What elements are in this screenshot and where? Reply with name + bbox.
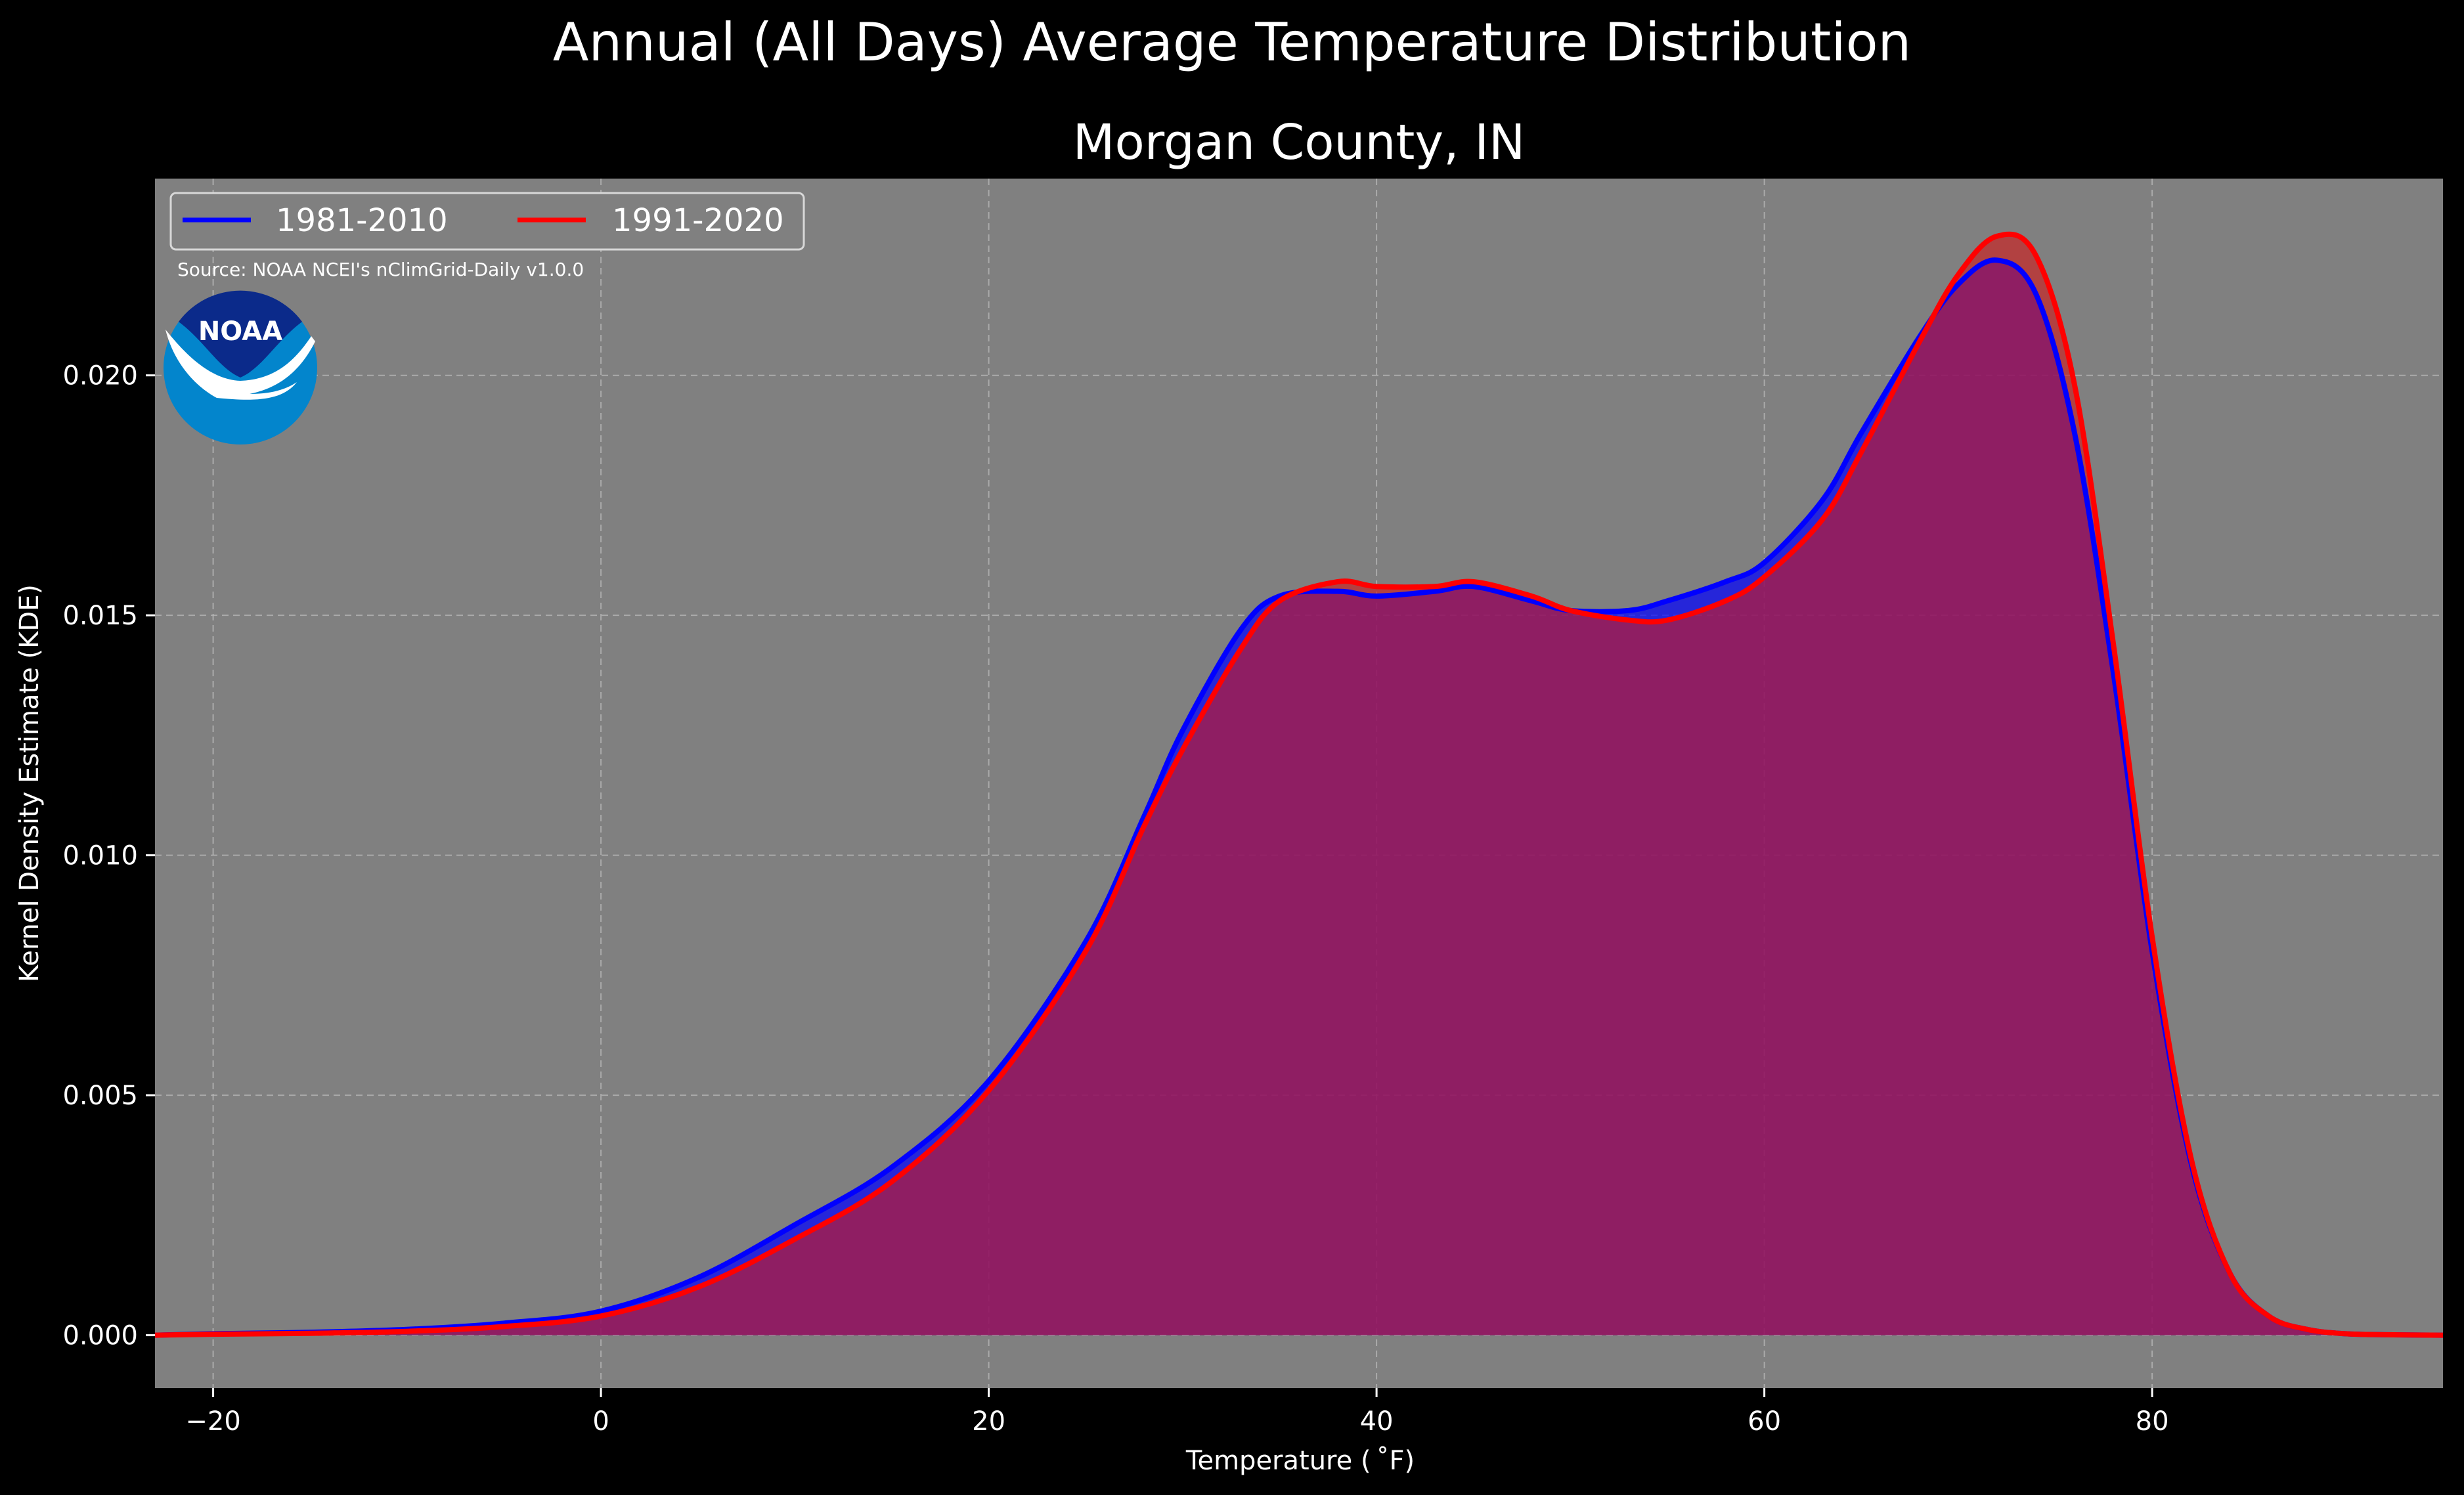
y-tick-label: 0.010 (62, 841, 138, 871)
legend-label-1991-2020: 1991-2020 (612, 202, 784, 239)
x-axis-label: Temperature ( ˚F) (1185, 1446, 1415, 1476)
chart-subtitle: Morgan County, IN (1073, 114, 1526, 171)
x-tick-label: 0 (592, 1406, 609, 1437)
y-tick-label: 0.020 (62, 361, 138, 391)
legend-label-1981-2010: 1981-2010 (276, 202, 448, 239)
y-axis: 0.000 0.005 0.010 0.015 0.020 (62, 361, 155, 1351)
legend-box (169, 192, 805, 251)
noaa-logo-text: NOAA (198, 316, 282, 347)
y-tick-label: 0.005 (62, 1081, 138, 1111)
x-tick-label: 20 (972, 1406, 1005, 1437)
y-tick-label: 0.015 (62, 601, 138, 631)
y-axis-label: Kernel Density Estimate (KDE) (14, 584, 45, 982)
chart-title: Annual (All Days) Average Temperature Di… (553, 12, 1911, 73)
noaa-logo-gull (165, 330, 315, 400)
x-tick-label: −20 (185, 1406, 240, 1437)
noaa-logo: NOAA (164, 290, 317, 444)
series-areas (155, 234, 2443, 1335)
legend: 1981-2010 1991-2020 (169, 192, 805, 251)
x-axis: −20 0 20 40 60 80 (185, 1388, 2169, 1437)
area-1991-2020 (155, 234, 2443, 1335)
x-tick-label: 40 (1360, 1406, 1394, 1437)
line-1991-2020 (154, 231, 2444, 1338)
series-lines (154, 231, 2444, 1338)
noaa-logo-top (179, 290, 302, 378)
x-tick-label: 60 (1748, 1406, 1781, 1437)
y-tick-label: 0.000 (62, 1321, 138, 1351)
source-note: Source: NOAA NCEI's nClimGrid-Daily v1.0… (177, 259, 584, 280)
x-tick-label: 80 (2136, 1406, 2169, 1437)
